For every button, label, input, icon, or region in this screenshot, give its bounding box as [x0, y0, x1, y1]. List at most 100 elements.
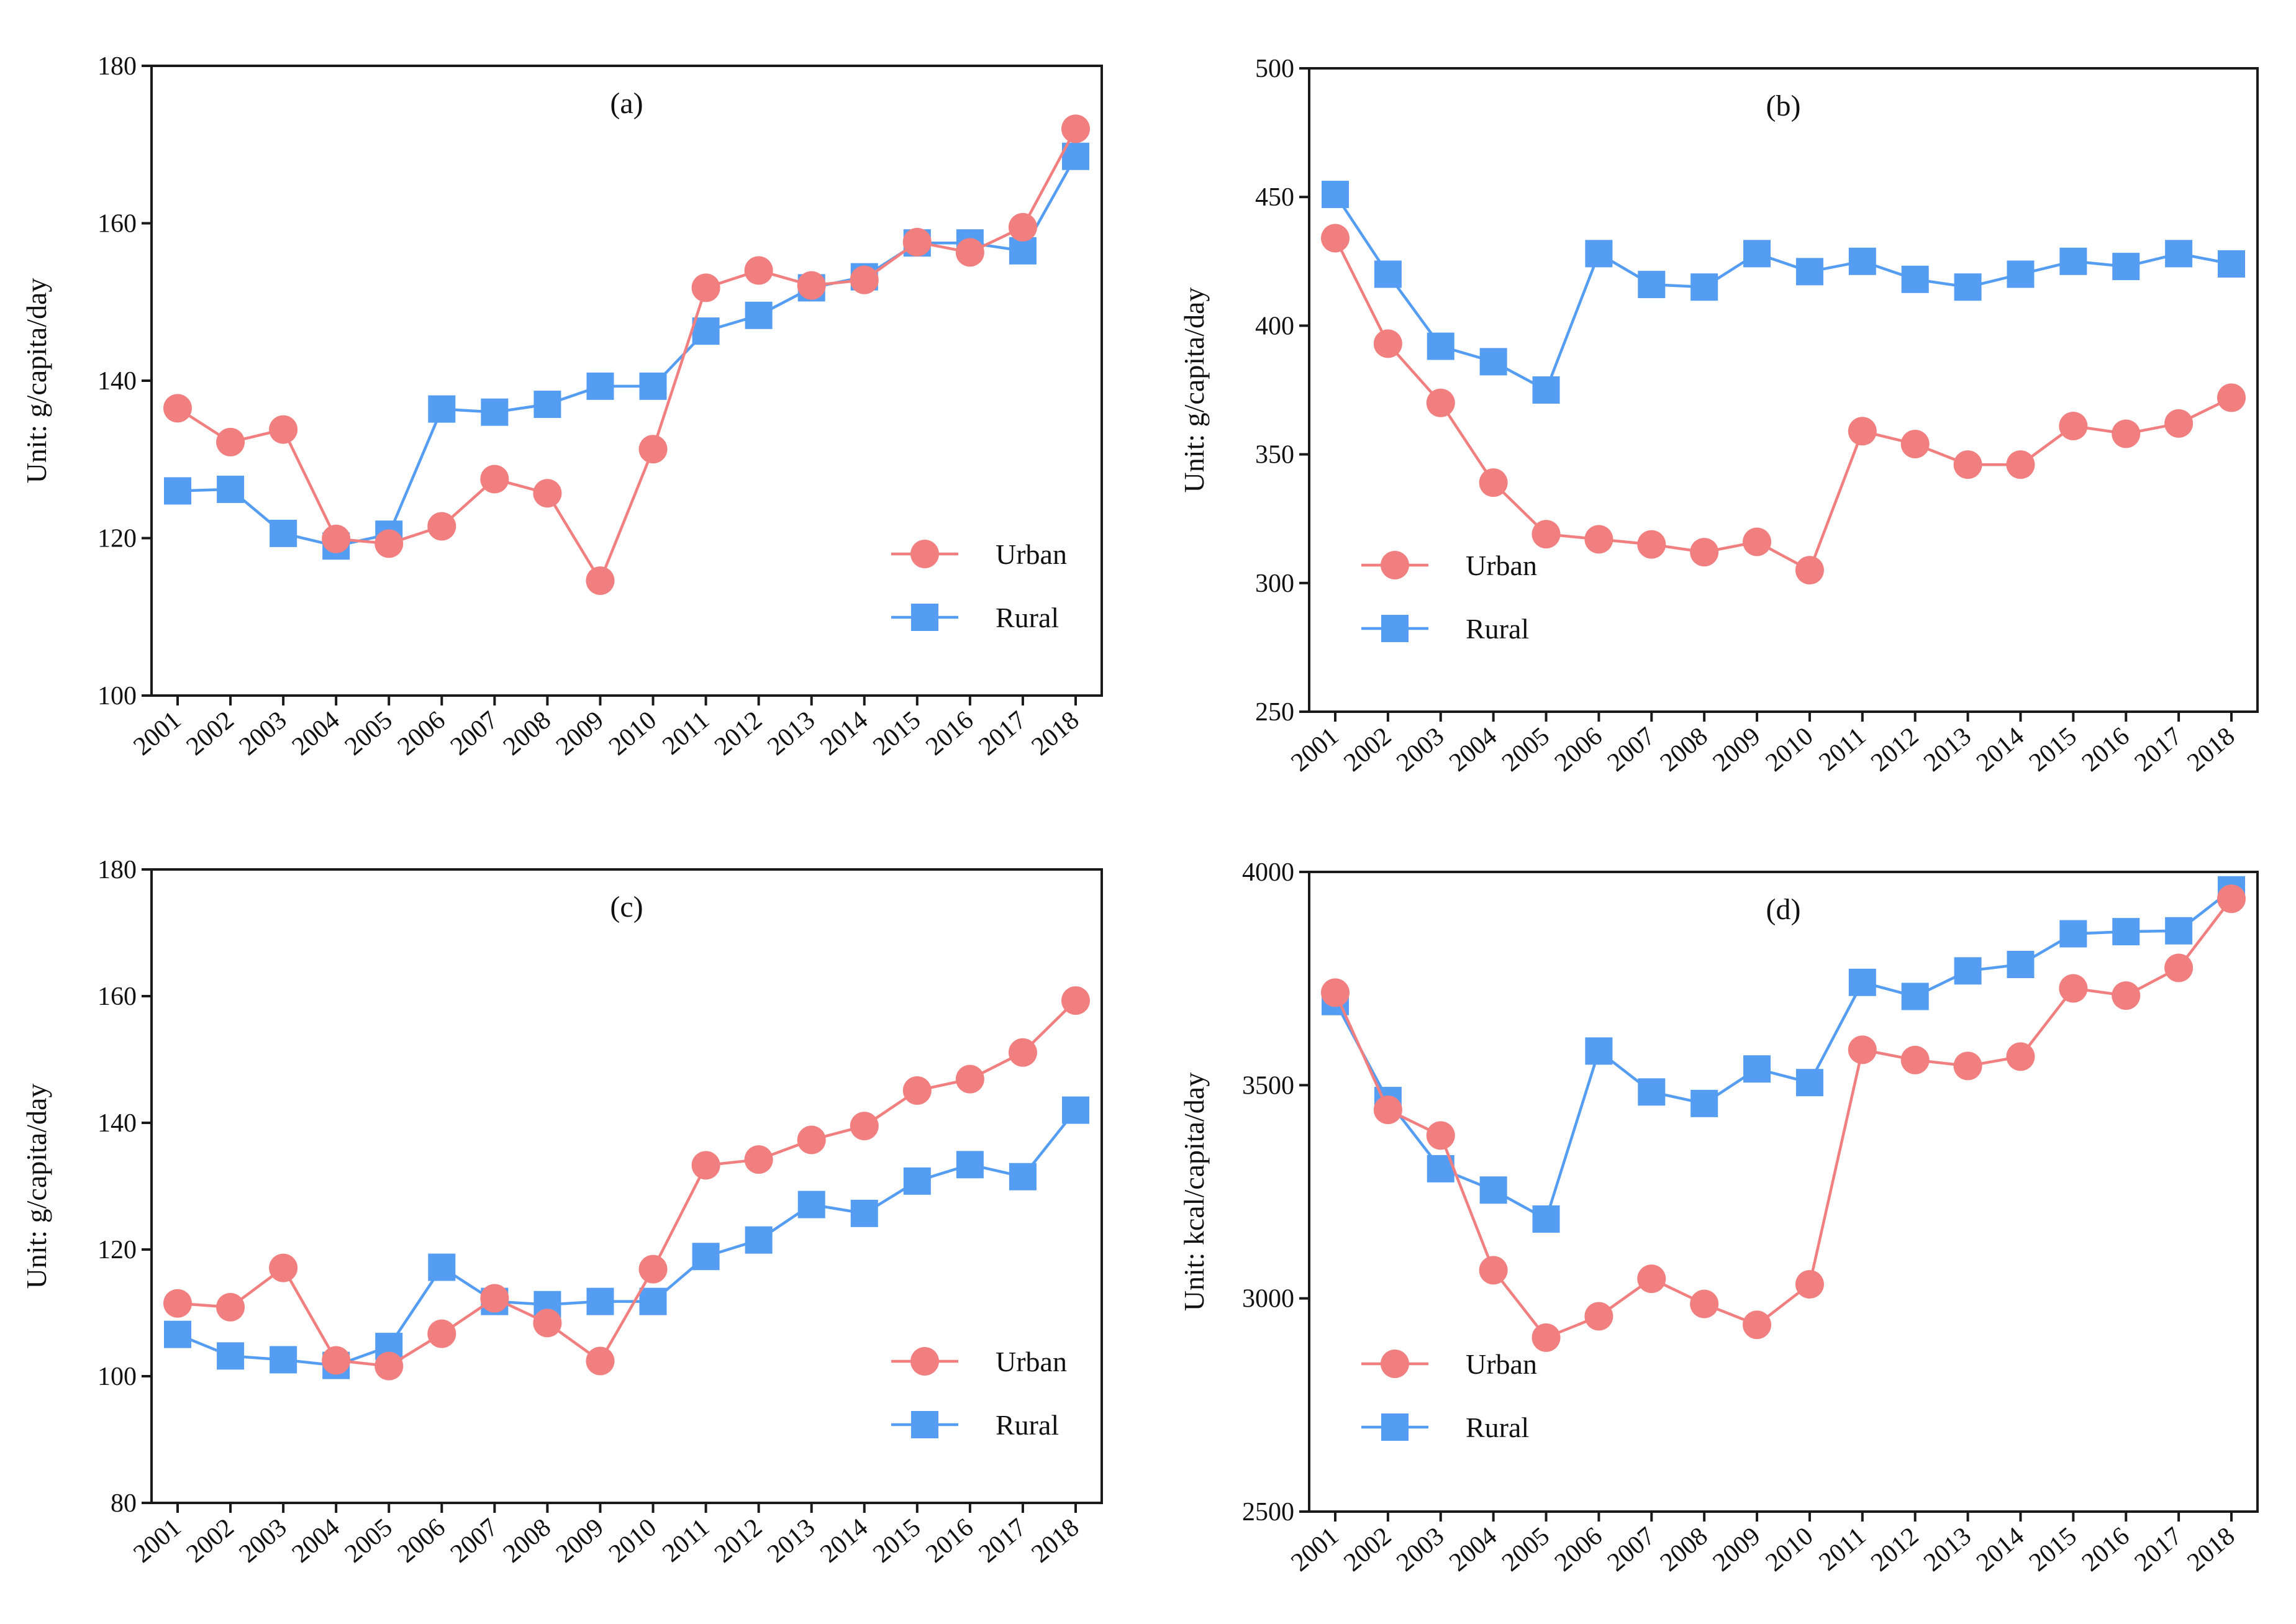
urban-data-point: [269, 1253, 298, 1282]
urban-data-point: [1321, 224, 1350, 253]
legend: Urban Rural: [891, 1346, 1067, 1441]
y-tick-label: 3500: [1242, 1071, 1294, 1100]
x-tick-label: 2008: [1655, 1522, 1713, 1577]
urban-data-point: [955, 1064, 984, 1094]
y-tick-label: 160: [98, 210, 137, 238]
urban-data-point: [1373, 329, 1402, 358]
x-tick-label: 2009: [1708, 722, 1766, 777]
y-tick-label: 180: [98, 856, 137, 884]
rural-data-point: [2007, 951, 2035, 979]
x-tick-label: 2013: [762, 705, 820, 761]
urban-data-point: [1321, 978, 1350, 1007]
series-line-urban: [1333, 237, 2232, 573]
x-tick-label: 2014: [1971, 722, 2030, 777]
urban-data-point: [533, 479, 562, 508]
x-tick-label: 2013: [1918, 1522, 1977, 1577]
x-tick-label: 2017: [973, 1513, 1032, 1568]
urban-data-point: [1531, 520, 1561, 549]
urban-data-point: [744, 1145, 773, 1174]
rural-data-point: [164, 477, 191, 505]
x-tick-label: 2004: [1444, 722, 1502, 777]
chart-panel-c: 8010012014016018020012002200320042005200…: [20, 856, 1103, 1569]
rural-data-point: [1901, 265, 1929, 293]
plot-frame: [1308, 871, 2259, 1513]
x-tick-label: 2008: [498, 1513, 556, 1568]
legend-marker-urban: [910, 540, 939, 568]
y-tick-label: 4000: [1242, 858, 1294, 887]
x-tick-label: 2011: [657, 1513, 715, 1567]
x-tick-label: 2009: [551, 705, 609, 761]
x-tick-label: 2014: [815, 705, 873, 761]
series-urban: [1321, 884, 2246, 1352]
urban-data-point: [955, 238, 984, 267]
series-line-urban: [176, 128, 1077, 584]
rural-data-point: [1585, 240, 1613, 268]
y-axis-title: Unit: g/capita/day: [1178, 288, 1210, 493]
y-axis-title: Unit: kcal/capita/day: [1178, 1073, 1210, 1311]
legend-label-rural: Rural: [996, 602, 1059, 633]
rural-data-point: [1532, 1205, 1560, 1233]
urban-data-point: [638, 1254, 668, 1284]
x-tick-label: 2008: [498, 705, 556, 761]
urban-data-point: [216, 427, 245, 456]
x-tick-label: 2012: [709, 1513, 768, 1568]
rural-data-point: [2059, 247, 2087, 275]
urban-data-point: [1584, 525, 1613, 554]
legend-marker-urban: [1381, 551, 1409, 579]
urban-data-point: [1061, 986, 1090, 1015]
x-tick-label: 2017: [2130, 1522, 2188, 1577]
series-urban: [1321, 224, 2246, 585]
x-tick-label: 2012: [709, 705, 768, 761]
legend-marker-rural: [1381, 615, 1409, 642]
x-tick-label: 2008: [1655, 722, 1713, 777]
urban-data-point: [850, 265, 879, 294]
x-tick-label: 2016: [920, 1513, 979, 1568]
urban-data-point: [2059, 974, 2088, 1003]
urban-data-point: [2006, 1042, 2035, 1071]
rural-data-point: [1743, 240, 1771, 268]
urban-data-point: [1848, 1035, 1877, 1064]
y-tick-label: 140: [98, 1109, 137, 1138]
urban-data-point: [1061, 114, 1090, 143]
x-tick-label: 2007: [1602, 1522, 1661, 1577]
rural-data-point: [1374, 260, 1402, 288]
urban-data-point: [374, 1351, 404, 1381]
x-tick-label: 2007: [1602, 722, 1661, 777]
series-line-urban: [177, 999, 1077, 1368]
rural-data-point: [1954, 273, 1982, 301]
y-axis-title: Unit: g/capita/day: [20, 1084, 52, 1289]
legend-label-rural: Rural: [1466, 613, 1529, 645]
rural-data-point: [2112, 918, 2140, 946]
series-line-rural: [1334, 193, 2232, 392]
rural-data-point: [1795, 258, 1823, 286]
y-tick-label: 500: [1255, 55, 1294, 83]
x-tick-label: 2005: [340, 705, 398, 761]
y-tick-label: 400: [1255, 312, 1294, 340]
x-tick-label: 2015: [868, 705, 926, 761]
rural-data-point: [903, 1167, 931, 1195]
rural-data-point: [2218, 250, 2245, 278]
series-rural: [1322, 876, 2245, 1233]
y-tick-label: 100: [98, 682, 137, 710]
x-tick-label: 2012: [1866, 722, 1924, 777]
x-tick-label: 2003: [234, 1513, 293, 1568]
urban-data-point: [902, 1076, 932, 1105]
x-tick-label: 2002: [1338, 1522, 1397, 1577]
legend-label-urban: Urban: [996, 538, 1067, 570]
rural-data-point: [2059, 920, 2087, 948]
rural-data-point: [2007, 260, 2035, 288]
series-urban: [163, 986, 1090, 1381]
x-tick-label: 2014: [1971, 1522, 2030, 1577]
series-rural: [164, 142, 1089, 560]
rural-data-point: [1638, 271, 1666, 299]
x-tick-label: 2007: [445, 1513, 504, 1568]
urban-data-point: [1531, 1323, 1561, 1352]
urban-data-point: [1479, 1256, 1508, 1285]
urban-data-point: [1008, 1038, 1037, 1067]
urban-data-point: [1637, 1264, 1666, 1294]
x-tick-label: 2017: [2130, 722, 2188, 777]
plot-frame: [150, 868, 1103, 1504]
legend-marker-rural: [911, 604, 938, 631]
legend: Urban Rural: [1361, 550, 1537, 645]
x-tick-label: 2017: [973, 705, 1032, 761]
